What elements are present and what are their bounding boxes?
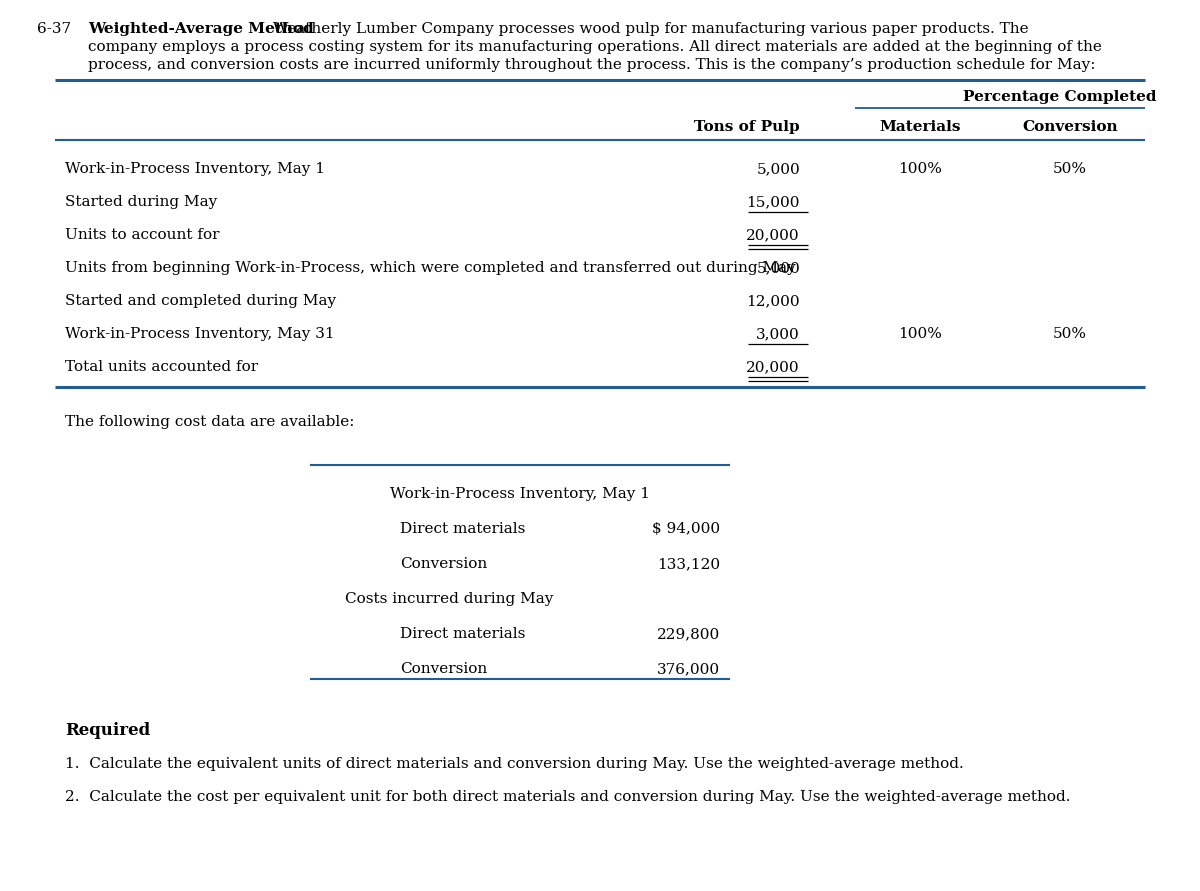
Text: 133,120: 133,120 <box>656 557 720 571</box>
Text: company employs a process costing system for its manufacturing operations. All d: company employs a process costing system… <box>88 40 1102 54</box>
Text: Units to account for: Units to account for <box>65 228 220 242</box>
Text: Materials: Materials <box>880 120 961 134</box>
Text: Work-in-Process Inventory, May 1: Work-in-Process Inventory, May 1 <box>390 487 650 501</box>
Text: Percentage Completed: Percentage Completed <box>964 90 1157 104</box>
Text: Direct materials: Direct materials <box>400 522 526 536</box>
Text: Required: Required <box>65 722 150 739</box>
Text: 15,000: 15,000 <box>746 195 800 209</box>
Text: Conversion: Conversion <box>400 557 487 571</box>
Text: 6-37: 6-37 <box>37 22 71 36</box>
Text: 50%: 50% <box>1054 162 1087 176</box>
Text: 100%: 100% <box>898 327 942 341</box>
Text: 229,800: 229,800 <box>656 627 720 641</box>
Text: The following cost data are available:: The following cost data are available: <box>65 415 354 429</box>
Text: Units from beginning Work-in-Process, which were completed and transferred out d: Units from beginning Work-in-Process, wh… <box>65 261 796 275</box>
Text: Conversion: Conversion <box>1022 120 1118 134</box>
Text: Direct materials: Direct materials <box>400 627 526 641</box>
Text: 20,000: 20,000 <box>746 228 800 242</box>
Text: 100%: 100% <box>898 162 942 176</box>
Text: 376,000: 376,000 <box>656 662 720 676</box>
Text: 3,000: 3,000 <box>756 327 800 341</box>
Text: 12,000: 12,000 <box>746 294 800 308</box>
Text: Started during May: Started during May <box>65 195 217 209</box>
Text: Work-in-Process Inventory, May 1: Work-in-Process Inventory, May 1 <box>65 162 325 176</box>
Text: Conversion: Conversion <box>400 662 487 676</box>
Text: 5,000: 5,000 <box>756 261 800 275</box>
Text: 1.  Calculate the equivalent units of direct materials and conversion during May: 1. Calculate the equivalent units of dir… <box>65 757 964 771</box>
Text: Work-in-Process Inventory, May 31: Work-in-Process Inventory, May 31 <box>65 327 335 341</box>
Text: 5,000: 5,000 <box>756 162 800 176</box>
Text: Total units accounted for: Total units accounted for <box>65 360 258 374</box>
Text: Started and completed during May: Started and completed during May <box>65 294 336 308</box>
Text: Tons of Pulp: Tons of Pulp <box>695 120 800 134</box>
Text: Weatherly Lumber Company processes wood pulp for manufacturing various paper pro: Weatherly Lumber Company processes wood … <box>268 22 1028 36</box>
Text: Costs incurred during May: Costs incurred during May <box>346 592 553 606</box>
Text: 50%: 50% <box>1054 327 1087 341</box>
Text: process, and conversion costs are incurred uniformly throughout the process. Thi: process, and conversion costs are incurr… <box>88 58 1096 72</box>
Text: 2.  Calculate the cost per equivalent unit for both direct materials and convers: 2. Calculate the cost per equivalent uni… <box>65 790 1070 804</box>
Text: $ 94,000: $ 94,000 <box>652 522 720 536</box>
Text: 20,000: 20,000 <box>746 360 800 374</box>
Text: Weighted-Average Method: Weighted-Average Method <box>88 22 313 36</box>
